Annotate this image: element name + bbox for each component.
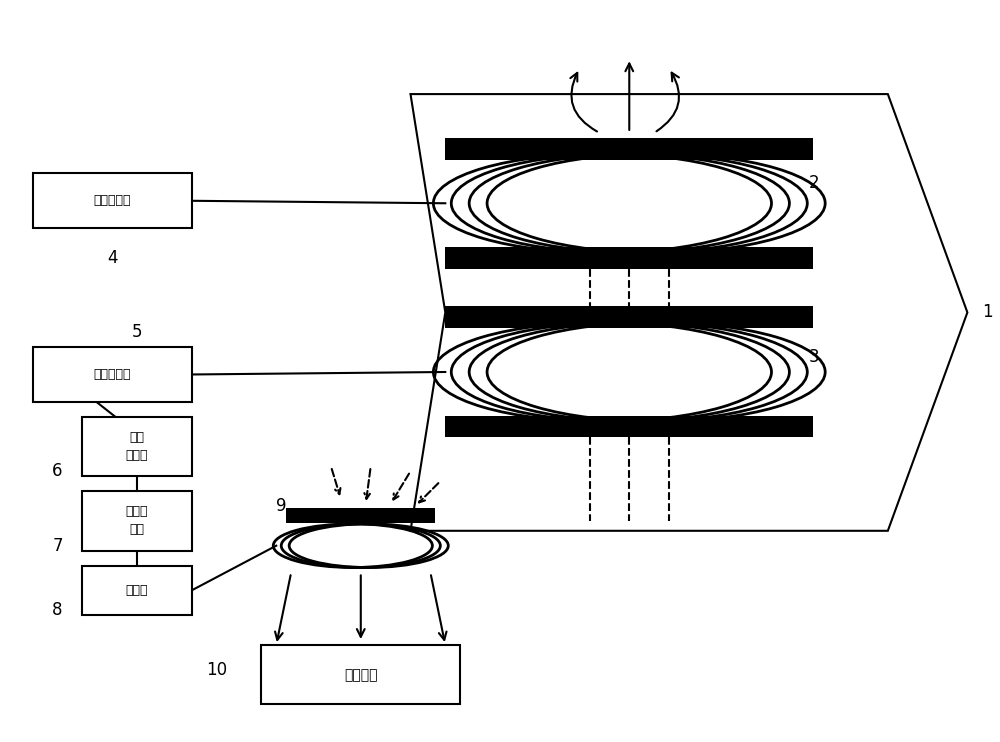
Bar bbox=[445, 247, 813, 269]
Text: 10: 10 bbox=[206, 660, 227, 679]
Text: 3: 3 bbox=[808, 348, 819, 366]
Bar bbox=[261, 645, 460, 704]
Text: 4: 4 bbox=[107, 249, 117, 267]
Bar bbox=[82, 417, 192, 476]
Text: 信号: 信号 bbox=[130, 431, 145, 444]
Text: 2: 2 bbox=[808, 174, 819, 192]
Bar bbox=[445, 306, 813, 328]
Text: 9: 9 bbox=[276, 497, 286, 515]
Text: 接收端模块: 接收端模块 bbox=[93, 194, 131, 207]
Text: 可调放: 可调放 bbox=[126, 505, 148, 519]
Bar bbox=[33, 347, 192, 401]
Text: 敏感设备: 敏感设备 bbox=[344, 668, 378, 682]
Text: 1: 1 bbox=[982, 303, 993, 321]
Bar bbox=[445, 416, 813, 438]
Bar bbox=[82, 491, 192, 551]
Text: 8: 8 bbox=[52, 601, 63, 619]
Text: 大器: 大器 bbox=[130, 523, 145, 536]
Text: 发射端模块: 发射端模块 bbox=[93, 368, 131, 381]
Bar bbox=[445, 138, 813, 160]
Text: 5: 5 bbox=[132, 324, 142, 341]
Text: 6: 6 bbox=[52, 462, 63, 480]
Bar bbox=[82, 565, 192, 615]
Bar bbox=[286, 508, 435, 523]
Bar bbox=[33, 174, 192, 228]
Text: 采样器: 采样器 bbox=[126, 449, 148, 462]
Text: 7: 7 bbox=[52, 536, 63, 555]
Text: 移相器: 移相器 bbox=[126, 584, 148, 597]
